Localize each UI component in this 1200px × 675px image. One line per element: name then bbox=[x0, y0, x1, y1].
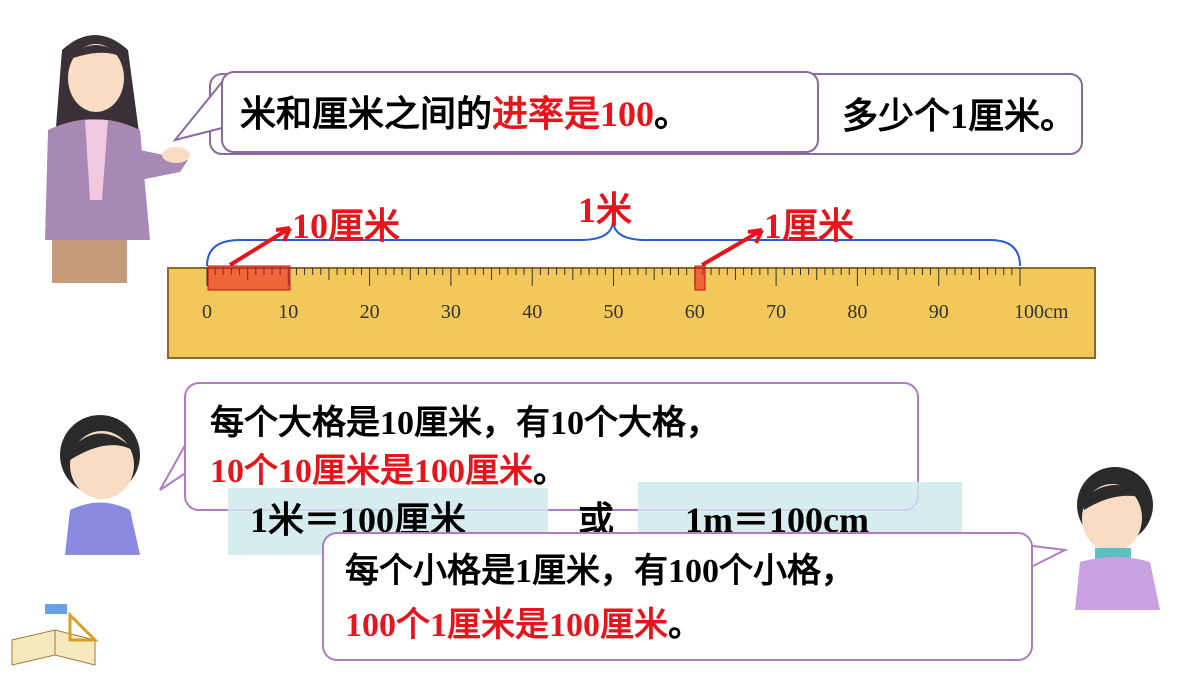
text-run: 。 bbox=[654, 94, 690, 134]
bubble-text: 100个1厘米是100厘米。 bbox=[345, 606, 702, 644]
highlight-10cm bbox=[207, 265, 291, 291]
ruler-label: 70 bbox=[766, 301, 786, 323]
bubble-text: 多少个1厘米。 bbox=[842, 96, 1076, 136]
bubble-text: 10个10厘米是100厘米。 bbox=[210, 452, 567, 490]
ruler-label: 0 bbox=[202, 301, 212, 323]
bubble-text: 米和厘米之间的进率是100。 bbox=[240, 94, 690, 134]
bubble-tail bbox=[172, 81, 223, 142]
text-run: 10个10厘米是100厘米 bbox=[210, 452, 533, 490]
bubble-front bbox=[221, 71, 819, 153]
ruler-ticks: 0 10 20 30 40 50 60 70 80 90 100cm bbox=[202, 268, 1069, 323]
girl bbox=[60, 415, 140, 555]
text-run: 。 bbox=[533, 453, 567, 490]
highlight-1cm bbox=[694, 265, 706, 291]
ruler-label: 80 bbox=[847, 301, 867, 323]
ruler-label: 100cm bbox=[1014, 301, 1069, 323]
bubble bbox=[322, 532, 1033, 661]
ruler-label: 30 bbox=[441, 301, 461, 323]
text-run: 进率是100 bbox=[492, 94, 654, 134]
text-run: 米和厘米之间的 bbox=[240, 94, 492, 134]
arrow bbox=[228, 226, 292, 267]
text-run: 100个1厘米是100厘米 bbox=[345, 606, 668, 644]
bubble-tail bbox=[1024, 544, 1069, 571]
bubble-text: 每个大格是10厘米，有10个大格， bbox=[210, 404, 720, 442]
bubble-tail bbox=[159, 439, 191, 491]
teacher bbox=[45, 35, 190, 283]
callout: 1厘米 bbox=[764, 206, 854, 246]
arrow bbox=[700, 228, 764, 267]
ruler-label: 60 bbox=[685, 301, 705, 323]
ruler-label: 90 bbox=[929, 301, 949, 323]
callout: 10厘米 bbox=[292, 206, 400, 246]
boy bbox=[1075, 467, 1160, 610]
ruler bbox=[167, 267, 1096, 359]
bubble-text: 每个小格是1厘米，有100个小格， bbox=[345, 552, 855, 590]
book-icon bbox=[11, 604, 99, 666]
bubble bbox=[184, 382, 919, 511]
ruler-label: 50 bbox=[604, 301, 624, 323]
brace bbox=[206, 219, 1021, 267]
text-run: 。 bbox=[668, 607, 702, 644]
ruler-label: 40 bbox=[522, 301, 542, 323]
ruler-label: 20 bbox=[360, 301, 380, 323]
ruler-label: 10 bbox=[278, 301, 298, 323]
callout: 1米 bbox=[578, 190, 632, 230]
